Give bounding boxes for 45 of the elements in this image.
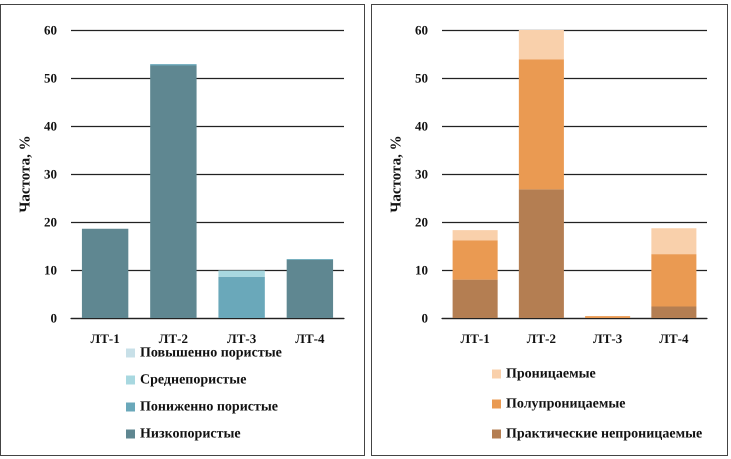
x-tick-label: ЛТ-2	[158, 331, 188, 346]
y-tick-label: 0	[422, 310, 428, 326]
bar	[286, 260, 334, 318]
bar	[651, 254, 696, 306]
bar	[518, 59, 564, 190]
x-tick-label: ЛТ-2	[526, 331, 556, 346]
bar	[452, 240, 498, 280]
x-tick-label: ЛТ-4	[659, 331, 689, 346]
bar	[218, 276, 265, 318]
bar	[452, 230, 498, 240]
bar	[651, 228, 696, 254]
bar	[518, 30, 564, 60]
bar	[452, 280, 498, 318]
y-tick-label: 10	[415, 262, 428, 278]
legend-label: Повышенно пористые	[140, 346, 282, 360]
y-axis-title: Частота, %	[388, 135, 404, 213]
y-tick-label: 0	[50, 310, 57, 326]
y-tick-label: 20	[415, 214, 428, 230]
bar	[518, 189, 564, 318]
y-tick-label: 10	[44, 262, 57, 278]
y-tick-label: 20	[44, 214, 57, 230]
x-tick-label: ЛТ-4	[295, 331, 325, 346]
x-tick-label: ЛТ-3	[593, 331, 623, 346]
x-tick-label: ЛТ-1	[460, 331, 490, 346]
bar	[218, 270, 265, 277]
y-tick-label: 40	[44, 118, 57, 134]
y-tick-label: 50	[415, 70, 428, 86]
legend-label: Практические непроницаемые	[506, 426, 702, 442]
x-tick-label: ЛТ-3	[227, 331, 257, 346]
legend-label: Проницаемые	[506, 366, 596, 382]
legend-label: Низкопористые	[140, 426, 241, 442]
y-tick-label: 40	[415, 118, 428, 134]
y-tick-label: 60	[44, 22, 57, 38]
y-tick-label: 60	[415, 22, 428, 38]
legend-label: Полупроницаемые	[506, 396, 626, 412]
legend-label: Пониженно пористые	[140, 400, 278, 414]
y-tick-label: 30	[44, 166, 57, 182]
bar	[82, 228, 128, 318]
y-tick-label: 50	[44, 70, 57, 86]
bar	[651, 306, 696, 318]
y-axis-title: Частота, %	[18, 135, 34, 213]
x-tick-label: ЛТ-1	[90, 331, 120, 346]
y-tick-label: 30	[415, 166, 428, 182]
legend-label: Среднепористые	[140, 372, 246, 388]
bar	[150, 66, 197, 318]
